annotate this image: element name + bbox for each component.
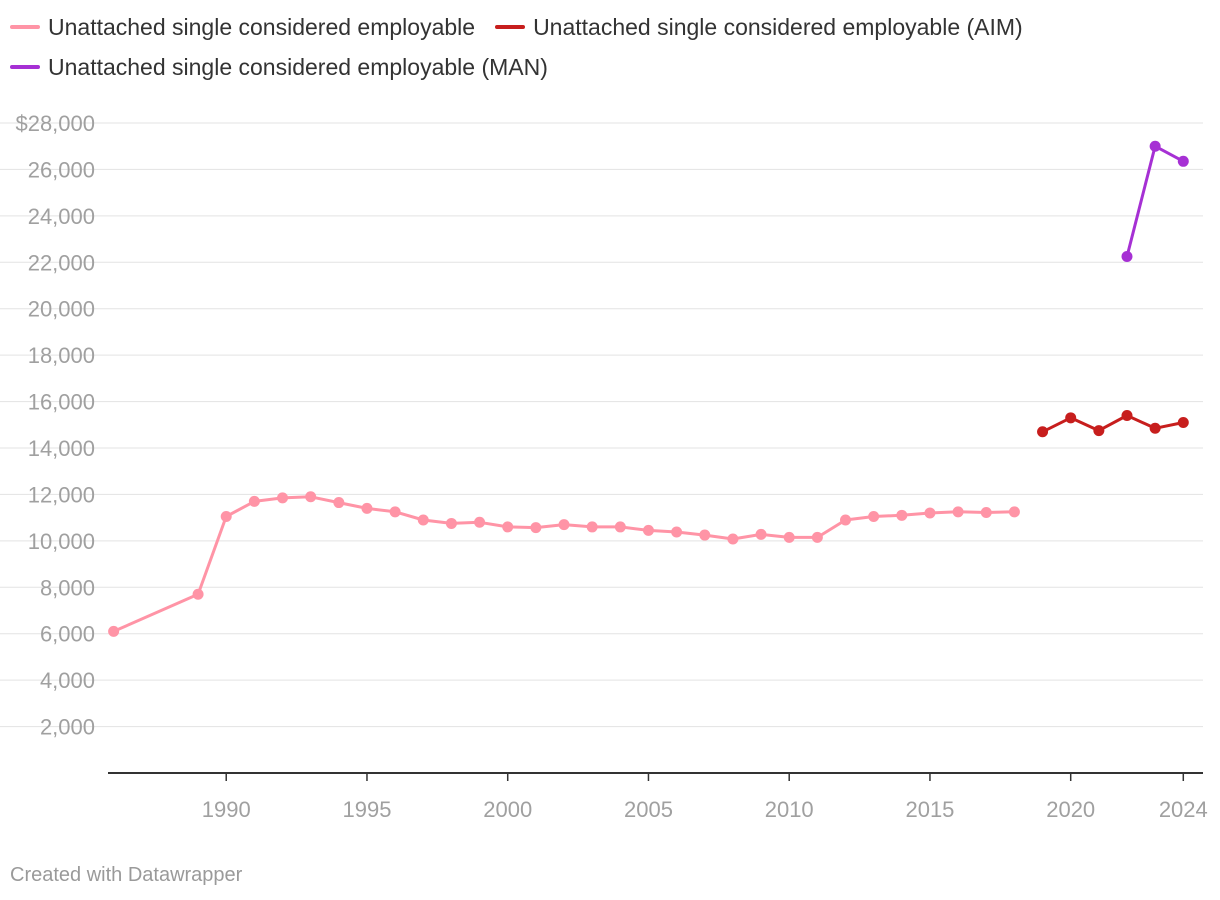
legend-swatch-employable-man [10,65,40,69]
data-point-0-17 [642,524,654,536]
data-point-0-14 [558,519,570,531]
series-line-0 [112,495,1016,633]
series-layer [108,140,1189,637]
x-tick-label: 2015 [905,797,954,822]
data-point-0-6 [333,497,345,509]
x-tick-label: 2020 [1046,797,1095,822]
data-point-0-4 [277,492,289,504]
data-point-0-13 [530,522,542,534]
legend-swatch-employable [10,25,40,29]
data-point-2-0 [1121,250,1133,262]
axis-layer: $28,000 26,000 24,000 22,000 20,000 18,000 16,… [15,111,1207,822]
legend-item-employable: Unattached single considered employable [10,12,475,42]
legend-item-employable-man: Unattached single considered employable … [10,52,548,82]
legend-item-employable-aim: Unattached single considered employable … [495,12,1023,42]
data-point-0-26 [896,509,908,521]
data-point-0-21 [755,528,767,540]
data-point-2-1 [1149,140,1161,152]
y-tick-label: 14,000 [28,436,95,461]
legend-label-employable-man: Unattached single considered employable … [48,54,548,80]
data-point-1-1 [1065,412,1077,424]
data-point-0-1 [192,588,204,600]
data-point-0-5 [305,491,317,503]
data-point-0-20 [727,533,739,545]
data-point-2-2 [1177,155,1189,167]
y-tick-label: 4,000 [40,668,95,693]
y-tick-label: 12,000 [28,482,95,507]
y-tick-label: 8,000 [40,575,95,600]
data-point-1-3 [1121,410,1133,421]
data-point-1-4 [1149,422,1161,434]
y-tick-label: 2,000 [40,715,95,740]
data-point-1-0 [1037,426,1049,438]
x-tick-label: 2000 [483,797,532,822]
data-point-0-3 [248,495,260,507]
data-point-0-22 [783,531,795,543]
x-tick-label: 1995 [342,797,391,822]
x-tick-label: 2024 [1159,797,1208,822]
y-tick-label: 24,000 [28,204,95,229]
data-point-0-10 [445,517,457,529]
data-point-0-11 [474,516,486,528]
data-point-0-12 [502,521,514,533]
x-tick-label: 2005 [624,797,673,822]
grid-layer [0,122,1203,728]
y-tick-label: 22,000 [28,250,95,275]
data-point-0-28 [952,506,964,518]
data-point-0-16 [614,521,626,533]
data-point-0-7 [361,502,373,514]
data-point-1-5 [1177,416,1189,428]
legend: Unattached single considered employable … [10,12,1200,82]
data-point-1-2 [1093,425,1105,437]
y-tick-label: 20,000 [28,297,95,322]
data-point-0-30 [1008,506,1020,518]
legend-swatch-employable-aim [495,25,526,29]
data-point-0-25 [868,510,880,522]
y-tick-label: 16,000 [28,390,95,415]
y-tick-label: 6,000 [40,622,95,647]
series-line-1 [1041,414,1185,434]
legend-label-employable: Unattached single considered employable [48,14,476,40]
y-tick-label: 10,000 [28,529,95,554]
legend-label-employable-aim: Unattached single considered employable … [533,14,1023,40]
x-tick-label: 1990 [202,797,251,822]
y-tick-label: 18,000 [28,343,95,368]
datawrapper-credit: Created with Datawrapper [10,864,243,886]
data-point-0-9 [417,514,429,526]
data-point-0-24 [840,514,852,526]
series-line-2 [1125,144,1185,258]
x-tick-label: 2010 [765,797,814,822]
data-point-0-0 [108,625,120,637]
data-point-0-27 [924,507,936,519]
data-point-0-29 [980,507,992,519]
data-point-0-19 [699,529,711,541]
data-point-0-2 [220,510,232,522]
data-point-0-23 [811,531,823,543]
data-point-0-15 [586,521,598,533]
y-tick-label: 26,000 [28,157,95,182]
y-tick-label: $28,000 [15,111,95,136]
data-point-0-18 [671,526,683,538]
data-point-0-8 [389,506,401,518]
